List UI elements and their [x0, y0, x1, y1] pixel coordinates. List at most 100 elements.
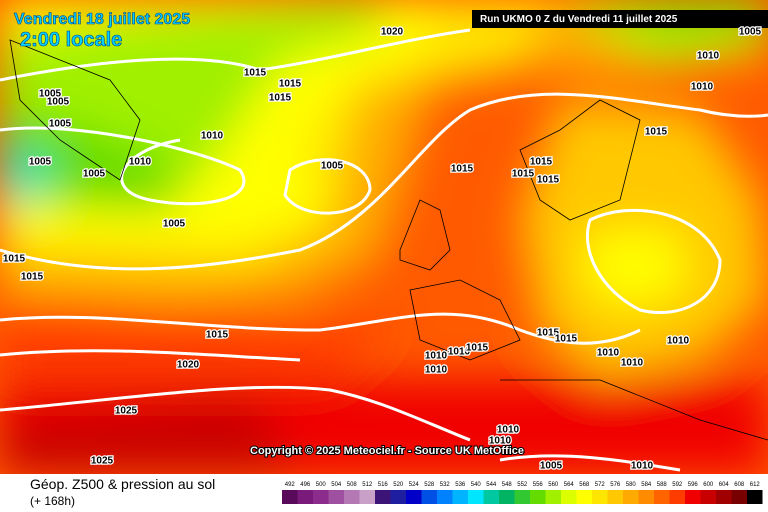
isobar-label: 1015: [244, 68, 267, 79]
scale-label: 508: [347, 482, 358, 488]
scale-label: 544: [486, 482, 497, 488]
scale-label: 608: [734, 482, 745, 488]
footer-title: Géop. Z500 & pression au sol: [30, 476, 215, 492]
scale-label: 552: [517, 482, 528, 488]
scale-swatch: [499, 490, 515, 504]
scale-swatch: [359, 490, 375, 504]
coastlines: [9, 39, 768, 441]
scale-label: 612: [750, 482, 761, 488]
isobar-label: 1010: [497, 425, 520, 436]
isobar-label: 1015: [269, 93, 292, 104]
isobar-label: 1005: [83, 169, 106, 180]
isobar-label: 1010: [448, 347, 471, 358]
scale-swatch: [716, 490, 732, 504]
scale-swatch: [344, 490, 360, 504]
scale-label: 572: [595, 482, 606, 488]
isobar-label: 1010: [667, 336, 690, 347]
scale-label: 604: [719, 482, 730, 488]
scale-swatch: [592, 490, 608, 504]
isobar-label: 1020: [177, 360, 200, 371]
scale-swatch: [468, 490, 484, 504]
scale-label: 540: [471, 482, 482, 488]
scale-swatch: [328, 490, 344, 504]
isobar-label: 1015: [21, 272, 44, 283]
scale-swatch: [437, 490, 453, 504]
isobar-label: 1015: [537, 175, 560, 186]
scale-label: 584: [641, 482, 652, 488]
scale-label: 536: [455, 482, 466, 488]
scale-swatch: [297, 490, 313, 504]
copyright: Copyright © 2025 Meteociel.fr - Source U…: [250, 445, 524, 457]
isobars: [0, 28, 768, 472]
scale-label: 576: [610, 482, 621, 488]
scale-swatch: [452, 490, 468, 504]
scale-label: 568: [579, 482, 590, 488]
scale-swatch: [638, 490, 654, 504]
scale-swatch: [700, 490, 716, 504]
scale-label: 512: [362, 482, 373, 488]
isobar-label: 1015: [555, 334, 578, 345]
scale-swatch: [545, 490, 561, 504]
run-label: Run UKMO 0 Z du Vendredi 11 juillet 2025: [480, 14, 678, 25]
scale-label: 560: [548, 482, 559, 488]
run-banner: [472, 10, 768, 28]
isobar-label: 1015: [451, 164, 474, 175]
footer-lead: (+ 168h): [30, 494, 75, 508]
isobar-label: 1015: [512, 169, 535, 180]
scale-label: 524: [409, 482, 420, 488]
isobar-label: 1025: [115, 406, 138, 417]
scale-label: 592: [672, 482, 683, 488]
scale-swatch: [685, 490, 701, 504]
scale-label: 532: [440, 482, 451, 488]
isobar-label: 1005: [49, 119, 72, 130]
isobar-label: 1010: [697, 51, 720, 62]
isobar-label: 1015: [537, 328, 560, 339]
isobar-label: 1015: [279, 79, 302, 90]
isobar-label: 1010: [201, 131, 224, 142]
time-label: 2:00 locale: [20, 29, 122, 51]
isobar-label: 1015: [530, 157, 553, 168]
isobar-label: 1005: [540, 461, 563, 472]
scale-swatch: [483, 490, 499, 504]
isobar-label: 1025: [91, 456, 114, 467]
scale-swatch: [607, 490, 623, 504]
isobar-label: 1010: [129, 157, 152, 168]
isobar-label: 1010: [425, 351, 448, 362]
scale-swatch: [576, 490, 592, 504]
isobar-label: 1015: [206, 330, 229, 341]
scale-label: 596: [688, 482, 699, 488]
isobar-label: 1015: [645, 127, 668, 138]
isobar-label: 1010: [691, 82, 714, 93]
scale-swatch: [530, 490, 546, 504]
isobar-label: 1005: [47, 97, 70, 108]
scale-swatch: [669, 490, 685, 504]
scale-swatch: [747, 490, 763, 504]
isobar-label: 1010: [597, 348, 620, 359]
scale-swatch: [406, 490, 422, 504]
scale-label: 496: [300, 482, 311, 488]
isobar-label: 1015: [466, 343, 489, 354]
isobar-label: 1005: [29, 157, 52, 168]
scale-swatch: [561, 490, 577, 504]
scale-swatch: [514, 490, 530, 504]
isobar-label: 1010: [425, 365, 448, 376]
scale-label: 580: [626, 482, 637, 488]
isobar-label: 1015: [3, 254, 26, 265]
isobar-label: 1010: [631, 461, 654, 472]
isobar-label: 1005: [163, 219, 186, 230]
scale-swatch: [313, 490, 329, 504]
scale-label: 528: [424, 482, 435, 488]
scale-label: 500: [316, 482, 327, 488]
scale-label: 492: [285, 482, 296, 488]
date-label: Vendredi 18 juillet 2025: [14, 11, 190, 28]
scale-swatch: [390, 490, 406, 504]
isobar-label: 1005: [39, 89, 62, 100]
scale-swatch: [282, 490, 298, 504]
isobar-label: 1005: [739, 27, 762, 38]
scale-swatch: [421, 490, 437, 504]
scale-swatch: [654, 490, 670, 504]
isobar-label: 1010: [489, 436, 512, 447]
isobar-label: 1005: [321, 161, 344, 172]
scale-swatch: [375, 490, 391, 504]
